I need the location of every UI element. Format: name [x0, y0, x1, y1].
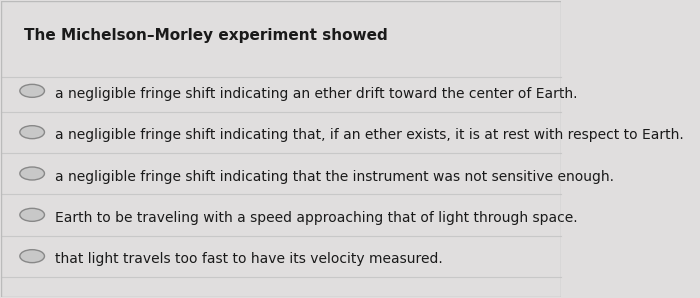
Circle shape	[20, 126, 45, 139]
Circle shape	[20, 167, 45, 180]
Text: a negligible fringe shift indicating that the instrument was not sensitive enoug: a negligible fringe shift indicating tha…	[55, 170, 613, 184]
Text: Earth to be traveling with a speed approaching that of light through space.: Earth to be traveling with a speed appro…	[55, 211, 578, 225]
Text: a negligible fringe shift indicating that, if an ether exists, it is at rest wit: a negligible fringe shift indicating tha…	[55, 128, 683, 142]
Circle shape	[20, 250, 45, 263]
Circle shape	[20, 84, 45, 97]
Circle shape	[20, 208, 45, 221]
Text: that light travels too fast to have its velocity measured.: that light travels too fast to have its …	[55, 252, 442, 266]
Text: a negligible fringe shift indicating an ether drift toward the center of Earth.: a negligible fringe shift indicating an …	[55, 87, 577, 101]
Text: The Michelson–Morley experiment showed: The Michelson–Morley experiment showed	[24, 28, 388, 43]
